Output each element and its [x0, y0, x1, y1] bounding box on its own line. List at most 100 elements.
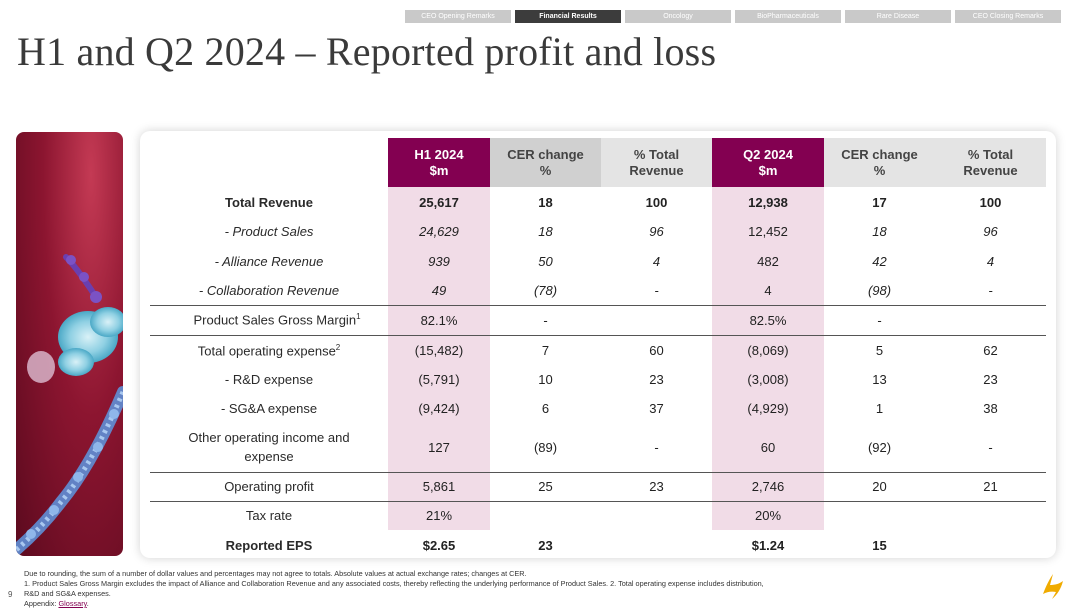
cell-h1-cer: (78): [490, 276, 601, 306]
cell-q2-cer: 42: [872, 253, 887, 269]
cell-h1-cer: [490, 501, 601, 530]
cell-q2-cer: 5: [875, 342, 884, 358]
row-label: Tax rate: [245, 508, 293, 524]
header-q2-pct-total-revenue: % Total Revenue: [935, 138, 1046, 187]
cell-h1: 127: [388, 423, 490, 473]
tab-rare-disease[interactable]: Rare Disease: [845, 10, 951, 23]
cell-q2-cer: 17: [872, 194, 887, 210]
cell-h1-pct: 23: [649, 372, 664, 387]
cell-h1-cer: (89): [490, 423, 601, 473]
cell-q2-cer: 15: [872, 537, 887, 553]
cell-h1-cer: 6: [541, 401, 550, 416]
cell-h1-pct: [601, 501, 712, 530]
cell-h1-cer: -: [490, 305, 601, 336]
cell-q2-pct: 62: [983, 342, 998, 358]
header-h1-pct-total-revenue: % Total Revenue: [601, 138, 712, 187]
header-h1-cer-change: CER change%: [490, 138, 601, 187]
footnote-rounding: Due to rounding, the sum of a number of …: [24, 569, 527, 578]
cell-q2-pct: [935, 501, 1046, 530]
tab-ceo-opening-remarks[interactable]: CEO Opening Remarks: [405, 10, 511, 23]
row-label: - Alliance Revenue: [214, 253, 324, 269]
cell-q2-cer: -: [824, 305, 935, 336]
table-row-other-operating-income: Other operating income and expense 127 (8…: [150, 423, 1046, 473]
row-label: Other operating income and expense: [150, 423, 388, 473]
footnote-ref: 1: [356, 312, 361, 322]
glossary-link[interactable]: Glossary: [58, 599, 87, 608]
tab-financial-results[interactable]: Financial Results: [515, 10, 621, 23]
cell-q2: 82.5%: [712, 305, 824, 336]
cell-h1-cer: 10: [538, 372, 553, 387]
table-row-reported-eps: Reported EPS $2.65 23 $1.24 15: [150, 530, 1046, 560]
molecule-illustration: [16, 254, 123, 556]
molecule-image: [16, 132, 123, 556]
cell-h1-pct: [601, 305, 712, 336]
cell-h1-pct: 60: [649, 342, 664, 358]
cell-q2: 20%: [712, 501, 824, 530]
cell-q2-pct: 38: [983, 401, 998, 416]
cell-q2: 12,452: [712, 217, 824, 246]
cell-h1-cer: 18: [538, 224, 553, 239]
cell-q2-pct: [935, 530, 1046, 560]
table-row-operating-profit: Operating profit 5,861 25 23 2,746 20 21: [150, 472, 1046, 502]
row-label: Product Sales Gross Margin1: [150, 305, 388, 336]
table-row-rd-expense: - R&D expense (5,791) 10 23 (3,008) 13 2…: [150, 365, 1046, 394]
row-label: Total Revenue: [225, 194, 313, 210]
cell-q2-cer: 20: [824, 472, 935, 502]
footnote-ref: 2: [335, 342, 341, 352]
profit-loss-table: H1 2024 $m CER change% % Total Revenue Q2 …: [150, 138, 1046, 560]
cell-q2-cer: [824, 501, 935, 530]
cell-h1-cer: 18: [538, 194, 553, 210]
cell-h1-cer: 7: [541, 342, 550, 358]
row-label: - Product Sales: [224, 224, 314, 239]
cell-h1-cer: 25: [490, 472, 601, 502]
cell-q2-cer: 13: [872, 372, 887, 387]
cell-q2-cer: 1: [875, 401, 884, 416]
cell-h1: 49: [388, 276, 490, 306]
row-label: - SG&A expense: [220, 401, 318, 416]
astrazeneca-logo-icon: [1043, 574, 1063, 599]
table-row-gross-margin: Product Sales Gross Margin1 82.1% - 82.5…: [150, 305, 1046, 336]
tab-biopharmaceuticals[interactable]: BioPharmaceuticals: [735, 10, 841, 23]
tab-ceo-closing-remarks[interactable]: CEO Closing Remarks: [955, 10, 1061, 23]
cell-h1-pct: 100: [645, 194, 668, 210]
cell-q2-pct: 100: [979, 194, 1002, 210]
cell-q2-cer: (98): [824, 276, 935, 306]
cell-q2-pct: 21: [935, 472, 1046, 502]
cell-q2: $1.24: [751, 537, 785, 553]
row-label: - Collaboration Revenue: [150, 276, 388, 306]
cell-h1-pct: -: [601, 276, 712, 306]
cell-h1: 5,861: [388, 472, 490, 502]
cell-h1-cer: 50: [538, 253, 553, 269]
cell-q2-pct: -: [935, 423, 1046, 473]
cell-h1: 82.1%: [388, 305, 490, 336]
cell-q2-pct: [935, 305, 1046, 336]
table-header-row: H1 2024 $m CER change% % Total Revenue Q2 …: [150, 138, 1046, 187]
cell-h1: $2.65: [422, 537, 456, 553]
table-row-total-revenue: Total Revenue 25,617 18 100 12,938 17 10…: [150, 187, 1046, 217]
table-row-product-sales: - Product Sales 24,629 18 96 12,452 18 9…: [150, 217, 1046, 246]
table-row-tax-rate: Tax rate 21% 20%: [150, 501, 1046, 530]
cell-q2-cer: 18: [872, 224, 887, 239]
header-q2-2024: Q2 2024 $m: [712, 138, 824, 187]
header-q2-cer-change: CER change%: [824, 138, 935, 187]
table-row-total-operating-expense: Total operating expense2 (15,482) 7 60 (…: [150, 335, 1046, 365]
cell-h1-pct: 37: [649, 401, 664, 416]
cell-q2: (3,008): [712, 365, 824, 394]
cell-h1-pct: 23: [601, 472, 712, 502]
cell-q2-pct: 4: [986, 253, 995, 269]
page-number: 9: [8, 590, 13, 599]
cell-h1-pct: [601, 530, 712, 560]
cell-h1: 939: [388, 246, 490, 276]
cell-q2: 2,746: [712, 472, 824, 502]
cell-q2: (4,929): [712, 394, 824, 423]
cell-q2: (8,069): [712, 335, 824, 365]
row-label: - R&D expense: [224, 372, 314, 387]
table-row-collaboration-revenue: - Collaboration Revenue 49 (78) - 4 (98)…: [150, 276, 1046, 306]
footnote-continued: R&D and SG&A expenses.: [24, 589, 111, 598]
row-label: Operating profit: [150, 472, 388, 502]
tab-oncology[interactable]: Oncology: [625, 10, 731, 23]
cell-q2: 60: [712, 423, 824, 473]
cell-h1-pct: 4: [652, 253, 661, 269]
cell-q2: 12,938: [712, 187, 824, 217]
cell-h1-pct: 96: [649, 224, 664, 239]
